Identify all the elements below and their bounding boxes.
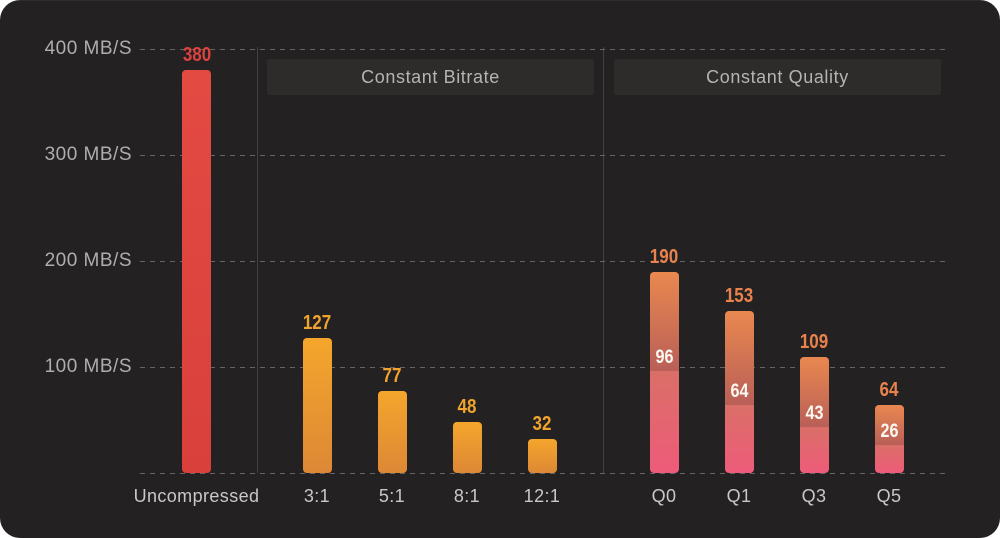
section-header-constant-quality: Constant Quality: [614, 59, 941, 95]
y-axis-tick-label: 400 MB/S: [44, 38, 132, 59]
bar-5-1: [377, 391, 407, 473]
section-header-constant-bitrate-label: Constant Bitrate: [361, 66, 500, 87]
bar-q5-lower-segment: [874, 445, 904, 473]
bar-q3-inner-value-label: 43: [805, 403, 823, 425]
gridline-200: [140, 261, 950, 262]
x-axis-label-uncompressed: Uncompressed: [133, 486, 260, 506]
bar-5-1-value-label: 77: [382, 365, 402, 388]
bar-q3: 43: [799, 357, 829, 473]
section-divider-right: [603, 47, 604, 473]
bar-q1-value-label: 153: [724, 284, 754, 307]
x-axis-label-q3: Q3: [801, 486, 827, 506]
bar-q5-value-label: 64: [879, 379, 899, 402]
x-axis-label-5-1: 5:1: [378, 486, 406, 506]
bar-q0-lower-segment: [649, 371, 679, 473]
bar-q1: 64: [724, 310, 754, 473]
bar-q5-inner-value-label: 26: [880, 421, 898, 443]
y-axis-tick-label: 100 MB/S: [44, 356, 132, 377]
bar-8-1-value-label: 48: [457, 396, 477, 419]
gridline-100: [140, 367, 950, 368]
bar-8-1: [452, 422, 482, 473]
y-axis-tick-label: 300 MB/S: [44, 144, 132, 165]
x-axis-label-8-1: 8:1: [453, 486, 481, 506]
bar-3-1-value-label: 127: [302, 312, 332, 335]
bar-q5: 26: [874, 405, 904, 473]
section-header-constant-bitrate: Constant Bitrate: [267, 59, 594, 95]
bar-12-1-value-label: 32: [532, 413, 552, 436]
bar-q5-upper-segment: [874, 405, 904, 446]
x-axis-label-q5: Q5: [876, 486, 902, 506]
bar-q0-value-label: 190: [649, 245, 679, 268]
bar-q3-lower-segment: [799, 427, 829, 473]
bar-3-1: [302, 338, 332, 473]
bar-q3-upper-segment: [799, 357, 829, 428]
gridline-400: [140, 49, 950, 50]
x-axis-label-q1: Q1: [726, 486, 752, 506]
y-axis-tick-label: 200 MB/S: [44, 250, 132, 271]
bar-uncompressed: [182, 70, 211, 473]
bar-q1-lower-segment: [724, 405, 754, 473]
bar-q1-upper-segment: [724, 310, 754, 406]
section-divider-left: [257, 47, 258, 473]
bar-q0-upper-segment: [649, 271, 679, 372]
bar-q0-inner-value-label: 96: [655, 347, 673, 369]
gridline-0: [140, 473, 950, 474]
bar-q3-value-label: 109: [799, 331, 829, 354]
section-header-constant-quality-label: Constant Quality: [706, 66, 849, 87]
x-axis-label-3-1: 3:1: [303, 486, 331, 506]
bar-12-1: [527, 439, 557, 473]
bar-q0: 96: [649, 271, 679, 473]
x-axis-label-q0: Q0: [651, 486, 677, 506]
bar-uncompressed-value-label: 380: [182, 44, 211, 67]
gridline-300: [140, 155, 950, 156]
bar-q1-inner-value-label: 64: [730, 381, 748, 403]
x-axis-label-12-1: 12:1: [523, 486, 561, 506]
